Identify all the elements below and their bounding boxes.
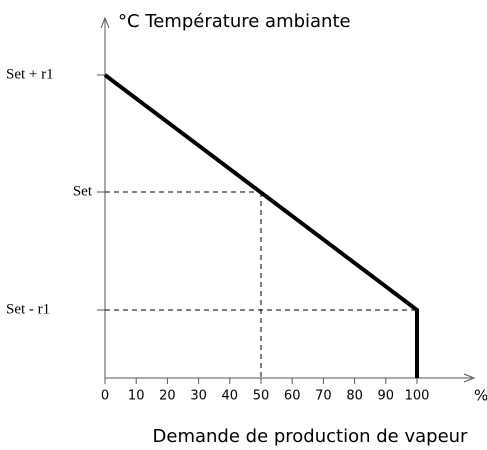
y-label: Set + r1	[6, 66, 54, 82]
title: °C Température ambiante	[118, 11, 351, 32]
x-tick-label: 100	[405, 389, 430, 404]
y-label: Set	[73, 183, 93, 199]
x-unit: %	[474, 387, 487, 405]
x-tick-label: 30	[190, 389, 207, 404]
x-tick-label: 40	[222, 389, 239, 404]
x-tick-label: 10	[128, 389, 145, 404]
demand-line	[103, 73, 419, 378]
x-tick-label: 20	[159, 389, 176, 404]
x-tick-label: 50	[253, 389, 270, 404]
x-tick-label: 90	[378, 389, 395, 404]
x-tick-label: 0	[101, 389, 109, 404]
y-label: Set - r1	[6, 301, 50, 317]
x-tick-label: 60	[284, 389, 301, 404]
x-label: Demande de production de vapeur	[153, 426, 469, 447]
y-arrow	[100, 16, 110, 29]
x-tick-label: 70	[315, 389, 332, 404]
x-tick-label: 80	[346, 389, 363, 404]
x-arrow	[463, 373, 476, 383]
